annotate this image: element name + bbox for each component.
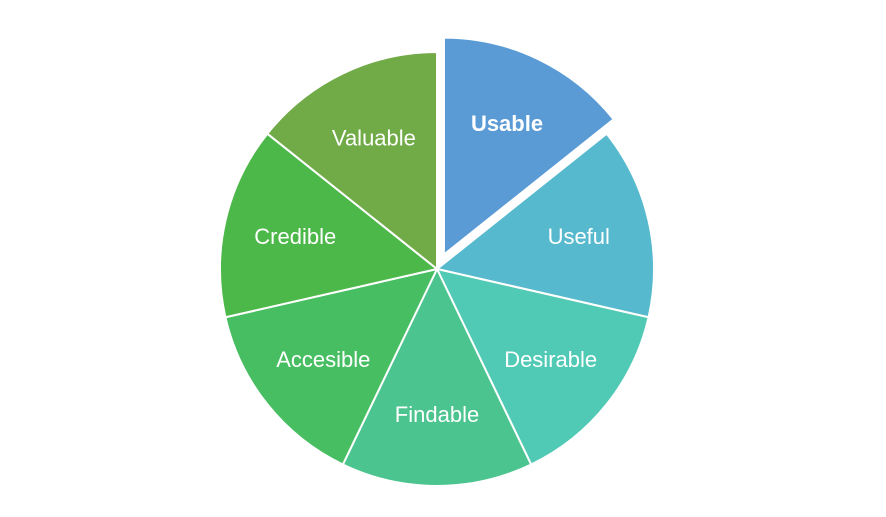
pie-label-desirable: Desirable xyxy=(504,347,597,372)
slices-layer xyxy=(219,36,655,487)
pie-label-valuable: Valuable xyxy=(332,126,416,151)
pie-label-useful: Useful xyxy=(548,224,610,249)
pie-slice-desirable xyxy=(435,267,650,466)
pie-slice-usable xyxy=(442,36,616,257)
pie-slice-valuable xyxy=(265,50,438,272)
pie-slice-findable xyxy=(341,266,533,487)
pie-slice-useful xyxy=(434,132,655,319)
pie-label-usable: Usable xyxy=(471,111,543,136)
pie-label-findable: Findable xyxy=(395,402,479,427)
pie-label-credible: Credible xyxy=(254,224,336,249)
labels-layer: Usable Useful Desirable Findable Accesible Cr… xyxy=(254,111,610,427)
pie-label-accesible: Accesible xyxy=(276,347,370,372)
pie-slice-credible xyxy=(219,132,440,319)
pie-slice-accesible xyxy=(224,267,439,466)
